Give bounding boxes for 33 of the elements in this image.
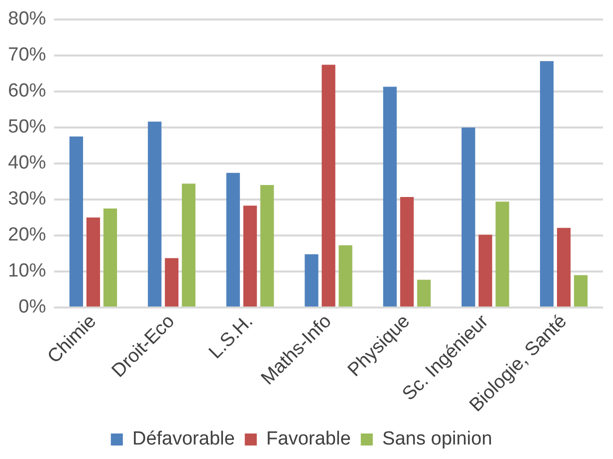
bar — [322, 64, 336, 306]
y-tick-label: 30% — [8, 188, 46, 210]
y-tick-label: 70% — [8, 44, 46, 66]
y-tick-label: 0% — [18, 296, 46, 318]
bar — [462, 127, 476, 306]
legend-label: Favorable — [266, 428, 351, 450]
bar — [148, 122, 162, 306]
bar — [417, 280, 431, 306]
bar — [69, 136, 84, 306]
bar — [496, 202, 510, 306]
legend-label: Sans opinion — [382, 428, 492, 450]
bar — [478, 234, 492, 306]
y-tick-label: 10% — [8, 260, 46, 282]
bar — [574, 275, 588, 306]
y-tick-label: 80% — [8, 8, 46, 30]
bar — [556, 228, 571, 306]
bar — [243, 206, 257, 306]
bar — [304, 254, 318, 306]
bar — [182, 184, 196, 306]
legend-label: Défavorable — [132, 428, 235, 450]
bar — [540, 61, 554, 306]
y-tick-label: 60% — [8, 80, 46, 102]
y-tick-label: 50% — [8, 116, 46, 138]
bar — [226, 172, 240, 306]
bar — [86, 217, 100, 306]
bar — [260, 185, 274, 306]
y-tick-label: 20% — [8, 224, 46, 246]
bar — [383, 86, 397, 306]
bar — [103, 208, 118, 306]
bar — [338, 245, 352, 306]
y-tick-label: 40% — [8, 152, 46, 174]
bar — [400, 196, 414, 306]
bar — [164, 258, 178, 306]
